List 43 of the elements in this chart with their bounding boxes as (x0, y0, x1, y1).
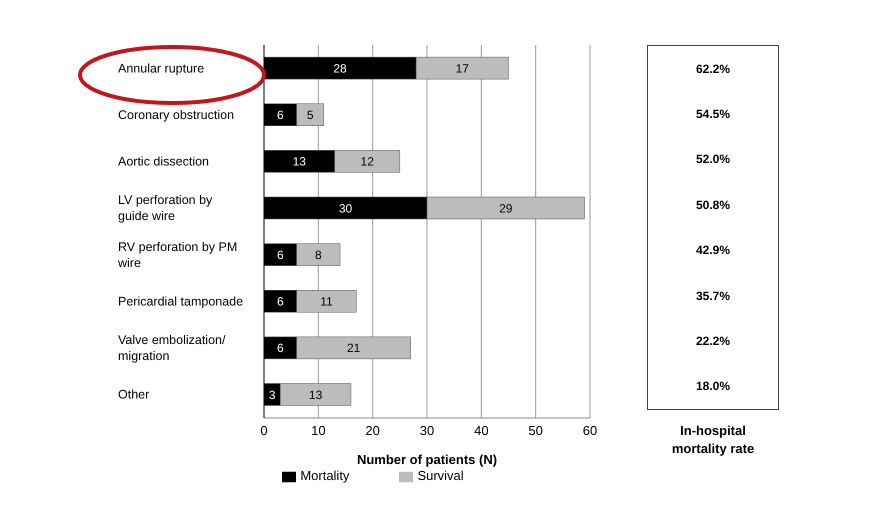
data-label: 28 (333, 61, 348, 76)
legend-label: Survival (417, 468, 464, 483)
data-label: 5 (306, 108, 314, 122)
text: 42.9% (694, 242, 732, 260)
data-label: 6 (276, 248, 284, 262)
data-label: 3 (268, 388, 276, 402)
data-label: 12 (360, 154, 374, 169)
data-label: 30 (338, 201, 352, 216)
data-label: 6 (276, 108, 284, 122)
data-label: 8 (314, 248, 322, 262)
x-axis-title: Number of patients (N) (356, 452, 498, 467)
y-tick-label: Valve embolization/ migration (118, 333, 226, 364)
y-tick-label: Annular rupture (118, 61, 204, 76)
y-tick-label: Other (118, 388, 150, 402)
x-tick-label: 40 (474, 423, 489, 438)
data-label: 21 (346, 341, 361, 356)
y-tick-label: Pericardial tamponade (118, 294, 244, 308)
data-label: 11 (320, 294, 334, 309)
y-tick-label: Coronary obstruction (118, 108, 234, 122)
y-tick-label: Aortic dissection (118, 154, 210, 169)
text: 50.8% (694, 196, 732, 214)
legend-label: Mortality (300, 468, 350, 483)
x-tick-label: 60 (582, 423, 598, 438)
x-tick-label: 0 (260, 423, 268, 438)
data-label: 6 (276, 294, 284, 309)
data-label: 29 (499, 201, 513, 216)
text: In-hospital mortality rate (670, 422, 756, 458)
text: 54.5% (694, 106, 732, 124)
text: 22.2% (694, 332, 732, 350)
text: 62.2% (694, 60, 732, 78)
x-tick-label: 50 (528, 423, 543, 438)
data-label: 13 (308, 388, 323, 402)
data-label: 17 (456, 61, 470, 76)
text: 35.7% (694, 288, 732, 305)
x-tick-label: 30 (420, 423, 434, 438)
x-tick-label: 10 (311, 423, 326, 438)
text: 18.0% (694, 378, 732, 396)
x-tick-label: 20 (365, 423, 380, 438)
y-tick-label: LV perforation by guide wire (118, 193, 214, 224)
y-tick-label: RV perforation by PM wire (117, 240, 238, 270)
text: 52.0% (694, 151, 732, 168)
data-label: 13 (292, 154, 306, 169)
data-label: 6 (276, 341, 284, 356)
